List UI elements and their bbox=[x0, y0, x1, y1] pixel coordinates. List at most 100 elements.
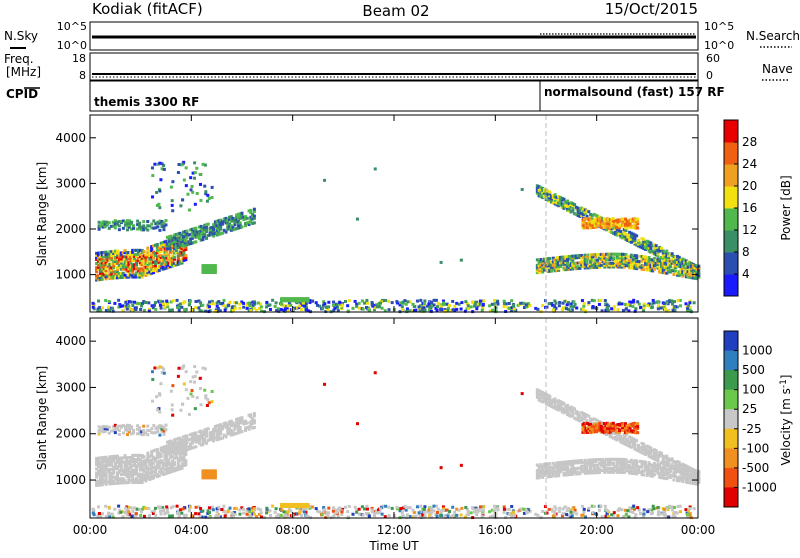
nsky-tick-top: 10^5 bbox=[57, 20, 87, 33]
power-echo-cell bbox=[612, 217, 615, 220]
velocity-echo-cell bbox=[607, 427, 610, 430]
power-echo-cell bbox=[158, 269, 161, 272]
power-echo-cell bbox=[587, 210, 590, 213]
velocity-echo-cell bbox=[153, 366, 156, 369]
power-echo-cell bbox=[315, 301, 318, 304]
power-echo-cell bbox=[525, 303, 528, 306]
velocity-echo-cell bbox=[158, 474, 161, 477]
nsearch-label: N.Search bbox=[746, 29, 800, 43]
power-echo-cell bbox=[138, 302, 141, 305]
velocity-echo-cell bbox=[147, 507, 150, 510]
velocity-echo-cell bbox=[163, 372, 166, 375]
velocity-echo-cell bbox=[249, 413, 252, 416]
velocity-echo-cell bbox=[672, 478, 675, 481]
velocity-echo-cell bbox=[612, 462, 615, 465]
power-echo-cell bbox=[182, 302, 185, 305]
power-echo-cell bbox=[634, 307, 637, 310]
power-echo-cell bbox=[117, 299, 120, 302]
velocity-echo-cell bbox=[269, 514, 272, 517]
power-echo-cell bbox=[311, 300, 314, 303]
power-echo-cell bbox=[203, 233, 206, 236]
velocity-echo-cell bbox=[151, 378, 154, 381]
power-echo-cell bbox=[246, 307, 249, 310]
velocity-echo-cell bbox=[566, 404, 569, 407]
power-echo-cell bbox=[126, 228, 129, 231]
power-echo-cell bbox=[151, 195, 154, 198]
power-echo-cell bbox=[203, 185, 206, 188]
power-echo-cell bbox=[151, 166, 154, 169]
velocity-echo-cell bbox=[142, 425, 145, 428]
velocity-echo-cell bbox=[171, 384, 174, 387]
power-echo-cell bbox=[613, 305, 616, 308]
power-echo-cell bbox=[610, 307, 613, 310]
power-echo-cell bbox=[130, 221, 133, 224]
velocity-echo-cell bbox=[622, 515, 625, 518]
power-echo-cell bbox=[204, 190, 207, 193]
power-echo-cell bbox=[189, 299, 192, 302]
power-echo-cell bbox=[663, 302, 666, 305]
power-scatter bbox=[92, 115, 701, 313]
power-echo-cell bbox=[229, 301, 232, 304]
power-echo-cell bbox=[566, 303, 569, 306]
power-echo-cell bbox=[131, 309, 134, 312]
power-echo-cell bbox=[207, 223, 210, 226]
power-echo-cell bbox=[351, 307, 354, 310]
power-echo-cell bbox=[327, 301, 330, 304]
power-echo-cell bbox=[346, 304, 349, 307]
power-echo-cell bbox=[173, 256, 176, 259]
power-echo-cell bbox=[193, 161, 196, 164]
power-echo-cell bbox=[455, 308, 458, 311]
power-echo-cell bbox=[92, 306, 95, 309]
power-echo-cell bbox=[166, 303, 169, 306]
velocity-echo-cell bbox=[186, 397, 189, 400]
power-echo-cell bbox=[649, 242, 652, 245]
power-echo-cell bbox=[269, 308, 272, 311]
velocity-echo-cell bbox=[554, 397, 557, 400]
power-ytick-label: 4000 bbox=[55, 131, 86, 145]
power-echo-cell bbox=[637, 239, 640, 242]
velocity-echo-cell bbox=[642, 473, 645, 476]
power-echo-cell bbox=[625, 308, 628, 311]
power-echo-cell bbox=[156, 243, 159, 246]
power-echo-cell bbox=[186, 193, 189, 196]
power-echo-cell bbox=[126, 308, 129, 311]
power-echo-cell bbox=[572, 300, 575, 303]
power-echo-cell bbox=[693, 301, 696, 304]
power-echo-cell bbox=[239, 221, 242, 224]
power-echo-cell bbox=[488, 304, 491, 307]
power-echo-cell bbox=[365, 306, 368, 309]
velocity-echo-cell bbox=[158, 411, 161, 414]
power-echo-cell bbox=[332, 304, 335, 307]
velocity-echo-cell bbox=[181, 403, 184, 406]
cpid-label: CPID bbox=[6, 87, 38, 101]
power-echo-cell bbox=[135, 306, 138, 309]
velocity-echo-cell bbox=[548, 462, 551, 465]
power-echo-cell bbox=[165, 300, 168, 303]
power-echo-cell bbox=[194, 203, 197, 206]
velocity-echo-cell bbox=[351, 513, 354, 516]
power-echo-cell bbox=[553, 304, 556, 307]
freq-tick-bottom: 8 bbox=[79, 69, 86, 82]
velocity-echo-cell bbox=[206, 404, 209, 407]
power-echo-cell bbox=[657, 300, 660, 303]
velocity-echo-cell bbox=[152, 462, 155, 465]
velocity-echo-cell bbox=[582, 511, 585, 514]
power-echo-cell bbox=[687, 304, 690, 307]
power-echo-cell bbox=[289, 304, 292, 307]
velocity-echo-cell bbox=[238, 508, 241, 511]
power-echo-cell bbox=[573, 203, 576, 206]
power-echo-cell bbox=[460, 307, 463, 310]
power-echo-cell bbox=[183, 308, 186, 311]
power-echo-cell bbox=[122, 227, 125, 230]
power-echo-cell bbox=[626, 234, 629, 237]
power-echo-cell bbox=[587, 301, 590, 304]
velocity-echo-cell bbox=[202, 367, 205, 370]
power-echo-cell bbox=[479, 300, 482, 303]
velocity-echo-cell bbox=[156, 430, 159, 433]
power-echo-cell bbox=[280, 303, 283, 306]
power-echo-cell bbox=[432, 299, 435, 302]
velocity-echo-cell bbox=[639, 512, 642, 515]
power-echo-cell bbox=[418, 305, 421, 308]
velocity-echo-cell bbox=[660, 452, 663, 455]
velocity-echo-cell bbox=[203, 389, 206, 392]
